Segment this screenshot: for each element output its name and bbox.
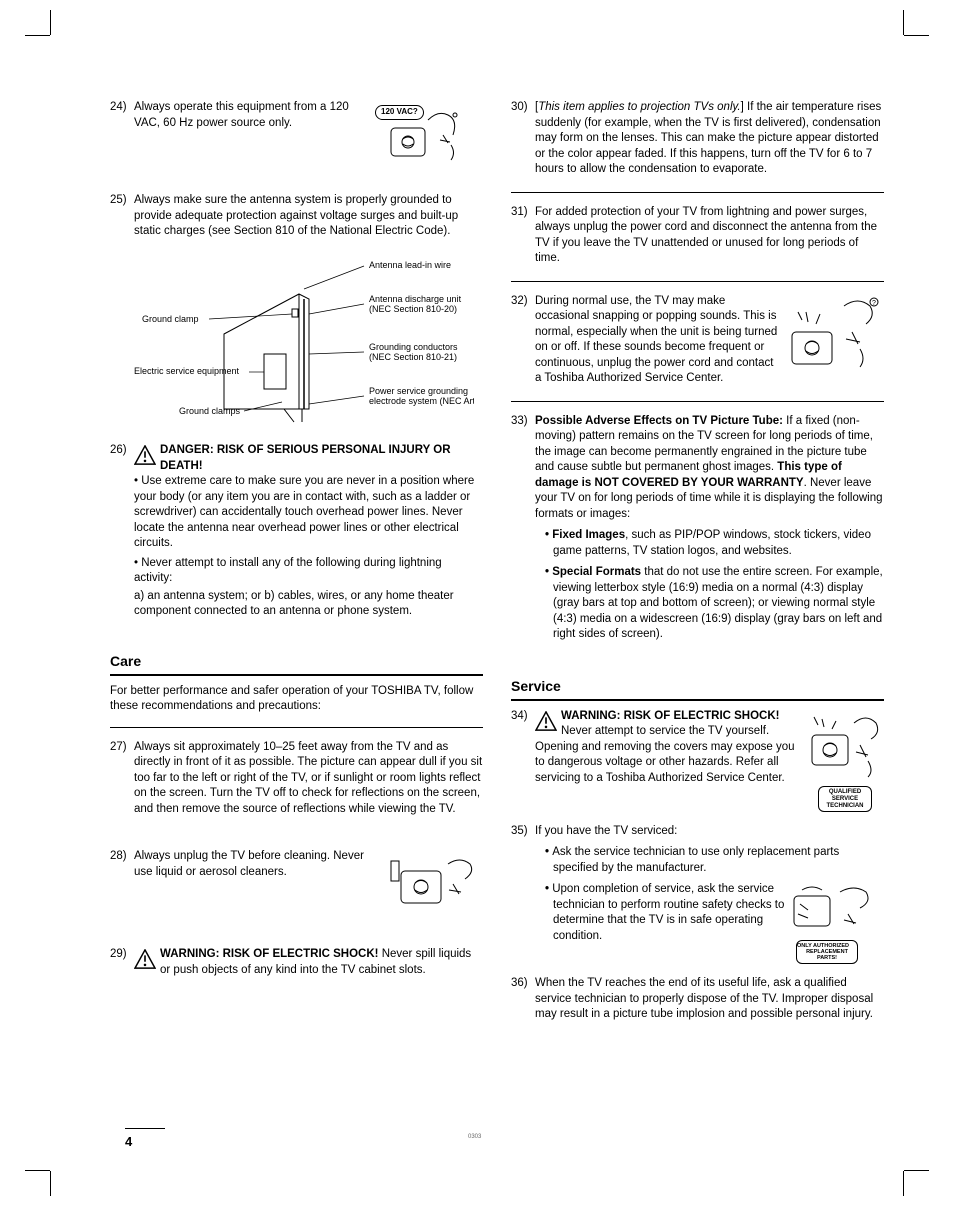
item-em: This item applies to projection TVs only…	[538, 101, 740, 113]
svg-text:?: ?	[872, 300, 876, 307]
warning-icon	[535, 711, 557, 731]
diag-label-d: Power service grounding	[369, 386, 468, 396]
fig-caption: ONLY AUTHORIZED REPLACEMENT PARTS!	[796, 940, 858, 964]
figure-snap-pop: ?	[784, 294, 884, 372]
diag-label-b: Antenna discharge unit	[369, 294, 462, 304]
item-25: 25) Always make sure the antenna system …	[110, 193, 483, 240]
item-num: 33)	[511, 414, 535, 649]
item-text: For added protection of your TV from lig…	[535, 205, 884, 267]
list-item: ONLY AUTHORIZED REPLACEMENT PARTS! Upon …	[545, 882, 884, 944]
diag-label-c: Grounding conductors	[369, 342, 458, 352]
figure-unplug	[373, 849, 483, 911]
list-item: Ask the service technician to use only r…	[545, 845, 884, 876]
item-30: 30) [This item applies to projection TVs…	[511, 100, 884, 178]
bullet-list: Ask the service technician to use only r…	[535, 845, 884, 944]
item-text: If you have the TV serviced:	[535, 825, 677, 837]
vac-label: 120 VAC?	[375, 105, 424, 120]
warn-title: WARNING: RISK OF ELECTRIC SHOCK!	[160, 948, 379, 960]
figure-120vac: 120 VAC?	[373, 100, 483, 165]
item-text: • Use extreme care to make sure you are …	[134, 475, 474, 549]
diag-label-e: Ground clamp	[142, 314, 199, 324]
item-text: Always operate this equipment from a 120…	[134, 101, 349, 129]
bold-lead: Possible Adverse Effects on TV Picture T…	[535, 415, 783, 427]
right-column: 30) [This item applies to projection TVs…	[511, 100, 884, 1037]
item-num: 26)	[110, 443, 134, 620]
item-num: 25)	[110, 193, 134, 240]
item-num: 31)	[511, 205, 535, 267]
list-item: Special Formats that do not use the enti…	[545, 565, 884, 643]
item-34: 34) QUALIFIED SERVICE TECHNICIAN	[511, 709, 884, 804]
svg-text:(NEC Section 810-20): (NEC Section 810-20)	[369, 304, 457, 314]
item-32: 32) ? During nor	[511, 294, 884, 387]
item-26: 26) DANGER: RISK OF SERIOUS PERSONAL INJ…	[110, 443, 483, 620]
diag-label-g: Ground clamps	[179, 406, 241, 416]
item-text: • Never attempt to install any of the fo…	[134, 556, 483, 587]
grounding-diagram: Antenna lead-in wire Antenna discharge u…	[134, 254, 483, 430]
list-item: Fixed Images, such as PIP/POP windows, s…	[545, 528, 884, 559]
item-num: 29)	[110, 947, 134, 978]
page-number: 4	[125, 1128, 165, 1151]
item-num: 30)	[511, 100, 535, 178]
item-text: a) an antenna system; or b) cables, wire…	[134, 589, 483, 620]
item-35: 35) If you have the TV serviced: Ask the…	[511, 824, 884, 959]
item-24: 24) 120 VAC? Always operate thi	[110, 100, 483, 165]
care-intro: For better performance and safer operati…	[110, 684, 483, 715]
item-num: 32)	[511, 294, 535, 387]
figure-technician: QUALIFIED SERVICE TECHNICIAN	[806, 709, 884, 804]
svg-text:(NEC Section 810-21): (NEC Section 810-21)	[369, 352, 457, 362]
warn-title: DANGER: RISK OF SERIOUS PERSONAL INJURY …	[160, 444, 451, 472]
item-29: 29) WARNING: RISK OF ELECTRIC SHOCK! Nev…	[110, 947, 483, 978]
item-text: When the TV reaches the end of its usefu…	[535, 976, 884, 1023]
item-num: 34)	[511, 709, 535, 804]
item-num: 35)	[511, 824, 535, 959]
fig-caption: QUALIFIED SERVICE TECHNICIAN	[818, 786, 872, 812]
print-code: 0303	[468, 1133, 481, 1141]
item-num: 36)	[511, 976, 535, 1023]
section-service-title: Service	[511, 677, 884, 701]
item-28: 28) Always unplug the TV before cleaning…	[110, 849, 483, 911]
item-text: During normal use, the TV may make occas…	[535, 295, 777, 385]
page-columns: 24) 120 VAC? Always operate thi	[110, 100, 884, 1037]
divider	[511, 401, 884, 402]
item-num: 28)	[110, 849, 134, 911]
item-num: 24)	[110, 100, 134, 165]
item-33: 33) Possible Adverse Effects on TV Pictu…	[511, 414, 884, 649]
item-27: 27) Always sit approximately 10–25 feet …	[110, 740, 483, 818]
diag-label-a: Antenna lead-in wire	[369, 260, 451, 270]
divider	[110, 727, 483, 728]
item-text: Never attempt to service the TV yourself…	[535, 725, 795, 784]
warning-icon	[134, 949, 156, 969]
divider	[511, 281, 884, 282]
section-care-title: Care	[110, 652, 483, 676]
item-text: Always sit approximately 10–25 feet away…	[134, 740, 483, 818]
warning-icon	[134, 445, 156, 465]
divider	[511, 192, 884, 193]
item-num: 27)	[110, 740, 134, 818]
item-body: 120 VAC? Always operate this equipment f…	[134, 100, 483, 165]
item-text: Always make sure the antenna system is p…	[134, 194, 458, 237]
item-31: 31) For added protection of your TV from…	[511, 205, 884, 267]
svg-text:electrode system (NEC Art 250: electrode system (NEC Art 250 Part H)	[369, 396, 474, 406]
item-36: 36) When the TV reaches the end of its u…	[511, 976, 884, 1023]
bullet-list: Fixed Images, such as PIP/POP windows, s…	[535, 528, 884, 643]
warn-title: WARNING: RISK OF ELECTRIC SHOCK!	[561, 710, 780, 722]
figure-parts: ONLY AUTHORIZED REPLACEMENT PARTS!	[792, 882, 884, 958]
item-text: Always unplug the TV before cleaning. Ne…	[134, 850, 364, 878]
left-column: 24) 120 VAC? Always operate thi	[110, 100, 483, 1037]
